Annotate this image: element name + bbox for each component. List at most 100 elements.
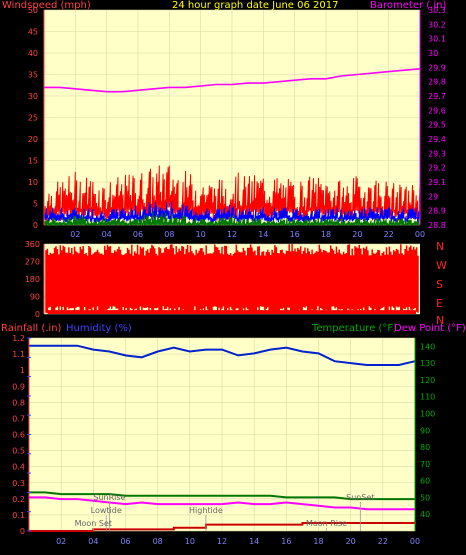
rainfall-tick-label: 1 [20,366,25,375]
compass-label: E [436,297,443,310]
temperature-axis: 40 50 60 70 80 90 100 110 120 130 140 [414,338,435,531]
temperature-tick-label: 60 [420,477,430,486]
barometer-tick-label: 30.1 [428,35,446,44]
rainfall-axis: 0 0.1 0.2 0.3 0.4 0.5 0.6 0.7 0.8 0.9 1 1.1 1.2 [12,334,30,536]
rainfall-tick-label: 0.8 [12,398,25,407]
direction-series [45,244,419,314]
temperature-tick-label: 130 [420,359,435,368]
barometer-series [44,68,421,93]
rainfall-label: Rainfall (.in) [1,323,62,334]
hour-tick-label: 14 [249,537,259,546]
event-label: Hightide [189,506,223,515]
barometer-tick-label: 29.6 [428,106,446,115]
hour-tick-label: 02 [56,537,66,546]
hour-tick-label: 00 [415,230,425,239]
hour-tick-label: 14 [258,230,268,239]
direction-tick-label: 360 [25,240,40,249]
temperature-series [29,491,415,501]
event-label: SunRise [93,493,125,502]
humidity-series [29,344,416,366]
barometer-axis: 28.8 28.9 29 29.1 29.2 29.3 29.4 29.5 29.6 29.7 29… [419,6,446,230]
temperature-label: Temperature (°F) [311,323,397,334]
hour-tick-label: 06 [133,230,143,239]
compass-label: S [436,278,443,291]
wind-x-axis: 02 04 06 08 10 12 14 16 18 20 22 00 [70,230,425,239]
direction-axis: 0 90 180 270 360 [25,240,45,319]
barometer-tick-label: 30.2 [428,20,446,29]
hour-tick-label: 04 [88,537,98,546]
hour-tick-label: 22 [384,230,394,239]
windspeed-tick-label: 25 [28,114,38,123]
hour-tick-label: 20 [352,230,362,239]
hour-tick-label: 12 [217,537,227,546]
rainfall-tick-label: 1.2 [12,334,25,343]
wind-low-series [43,211,421,227]
hour-tick-label: 04 [102,230,112,239]
hour-tick-label: 16 [281,537,291,546]
humidity-label: Humidity (%) [66,323,132,334]
barometer-tick-label: 29.7 [428,92,446,101]
hour-tick-label: 06 [120,537,130,546]
windspeed-tick-label: 5 [33,200,38,209]
rainfall-tick-label: 0.5 [12,447,25,456]
hour-tick-label: 10 [196,230,206,239]
windspeed-axis: 0 5 10 15 20 25 30 35 40 45 50 [28,6,45,230]
windspeed-tick-label: 40 [28,49,38,58]
rainfall-tick-label: 0.3 [12,479,25,488]
direction-tick-label: 270 [25,258,40,267]
barometer-tick-label: 30.3 [428,6,446,15]
barometer-line [44,68,421,93]
temperature-tick-label: 120 [420,376,435,385]
climate-x-axis: 02 04 06 08 10 12 14 16 18 20 22 00 [56,537,420,546]
rainfall-tick-label: 0.7 [12,414,25,423]
barometer-tick-label: 29.3 [428,149,446,158]
temperature-tick-label: 70 [420,460,430,469]
direction-base [48,310,416,314]
compass-label: W [436,259,447,272]
humidity-axis [27,337,31,532]
rainfall-tick-label: 0.2 [12,495,25,504]
hour-tick-label: 10 [185,537,195,546]
windspeed-tick-label: 35 [28,71,38,80]
wind-series [43,165,421,227]
graph-date-title: 24 hour graph date June 06 2017 [172,0,338,11]
compass-label: N [436,240,444,253]
temperature-tick-label: 110 [420,393,435,402]
barometer-tick-label: 29.5 [428,121,446,130]
barometer-tick-label: 29 [428,192,438,201]
event-label: SunSet [346,493,374,502]
hour-tick-label: 12 [227,230,237,239]
temperature-tick-label: 40 [420,510,430,519]
barometer-tick-label: 28.8 [428,221,446,230]
windspeed-tick-label: 15 [28,157,38,166]
direction-tick-label: 90 [30,293,40,302]
temperature-tick-label: 100 [420,410,435,419]
event-label: Lowtide [91,506,122,515]
rainfall-tick-label: 1.1 [12,350,25,359]
hour-tick-label: 02 [70,230,80,239]
hour-tick-label: 08 [153,537,163,546]
direction-tick-label: 180 [25,275,40,284]
barometer-tick-label: 28.9 [428,207,446,216]
event-label: Moon Set [75,519,112,528]
windspeed-tick-label: 10 [28,178,38,187]
temperature-tick-label: 90 [420,426,430,435]
temperature-tick-label: 50 [420,493,430,502]
direction-tick-label: 0 [35,310,40,319]
event-label: Moon Rise [306,519,347,528]
temperature-tick-label: 140 [420,342,435,351]
rainfall-tick-label: 0.4 [12,463,25,472]
temperature-tick-label: 80 [420,443,430,452]
hour-tick-label: 22 [378,537,388,546]
barometer-tick-label: 29.2 [428,164,446,173]
barometer-tick-label: 29.8 [428,78,446,87]
windspeed-tick-label: 45 [28,28,38,37]
windspeed-tick-label: 0 [33,221,38,230]
rainfall-tick-label: 0.9 [12,382,25,391]
rainfall-tick-label: 0.6 [12,431,25,440]
hour-tick-label: 18 [321,230,331,239]
barometer-tick-label: 29.4 [428,135,446,144]
compass-label: N [436,314,444,327]
dewpoint-series [29,496,415,511]
